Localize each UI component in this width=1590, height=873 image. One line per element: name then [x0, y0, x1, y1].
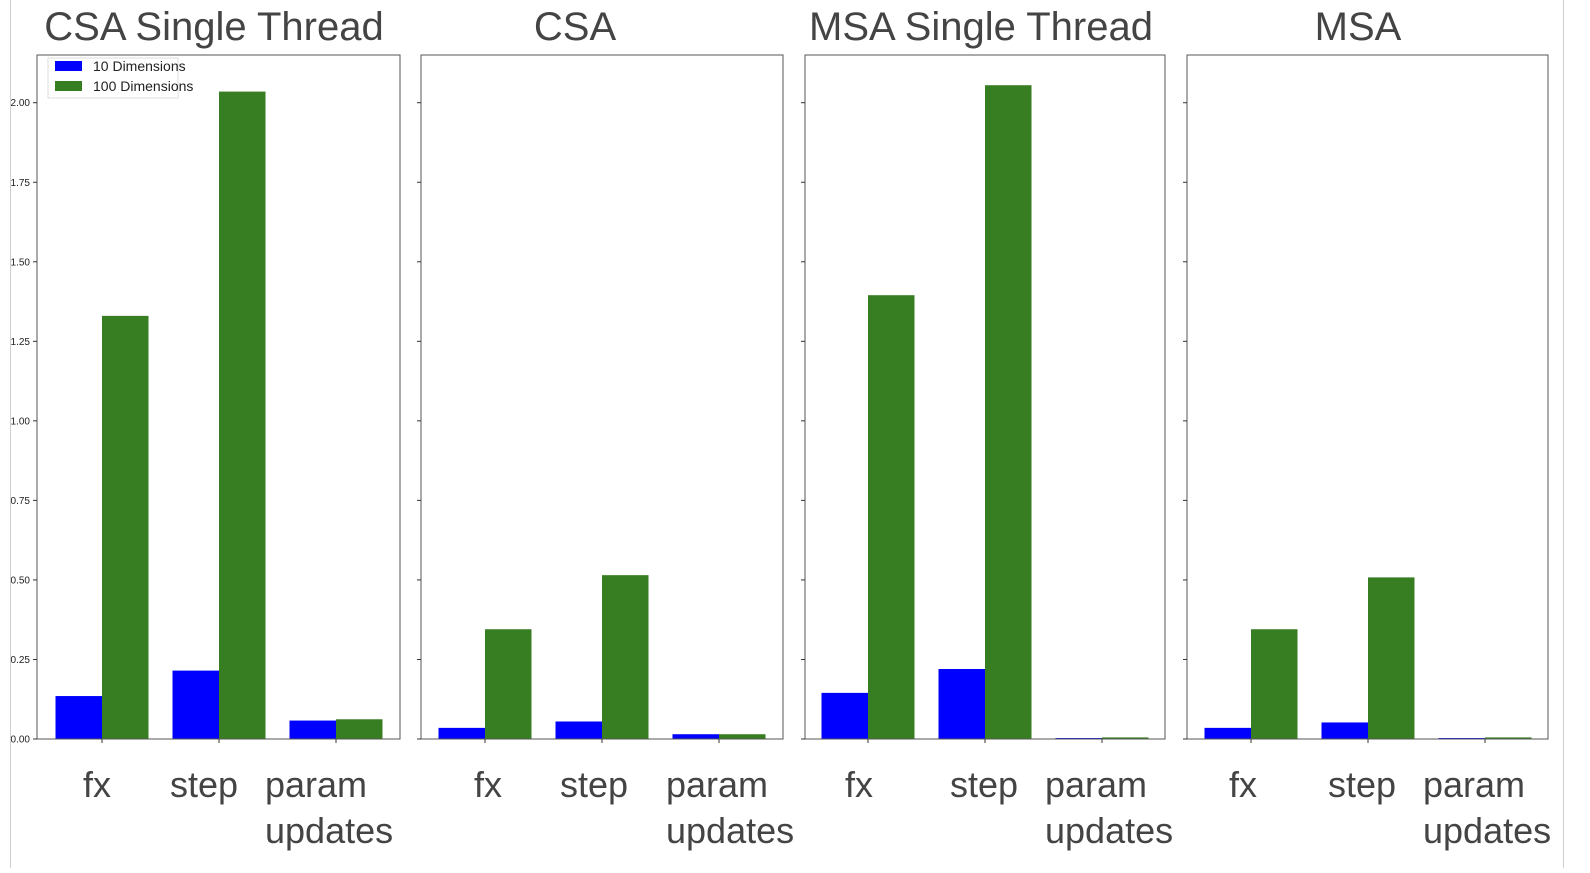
y-tick-label: 1.50 — [11, 257, 31, 268]
legend-swatch — [55, 61, 82, 71]
bar — [336, 719, 383, 739]
y-tick-label: 0.75 — [11, 496, 31, 507]
plot-frame — [36, 54, 401, 740]
x-tick-label: fx — [474, 764, 502, 805]
y-tick-label: 1.75 — [11, 178, 31, 189]
x-tick-label: step — [1328, 764, 1396, 805]
bar — [485, 629, 532, 739]
y-tick-label: 0.00 — [11, 735, 31, 746]
y-tick-label: 1.25 — [11, 337, 31, 348]
bar — [985, 85, 1032, 739]
x-tick-label: param — [1423, 764, 1525, 805]
panel-title: MSA — [1315, 5, 1402, 49]
x-tick-label: fx — [1229, 764, 1257, 805]
panel-title: CSA — [534, 5, 617, 49]
bar — [102, 315, 149, 739]
x-tick-label: updates — [1045, 810, 1173, 851]
bar — [438, 727, 485, 739]
x-tick-label: step — [170, 764, 238, 805]
plot-frame — [804, 54, 1166, 740]
x-tick-label: param — [666, 764, 768, 805]
panel-title: MSA Single Thread — [809, 5, 1153, 49]
legend-swatch — [55, 81, 82, 91]
bar — [868, 295, 915, 739]
y-tick-label: 0.50 — [11, 575, 31, 586]
y-tick-label: 2.00 — [11, 98, 31, 109]
bar — [821, 692, 868, 739]
legend-label: 10 Dimensions — [93, 58, 186, 74]
figure-border-left — [10, 0, 11, 868]
bar — [719, 734, 766, 739]
y-tick-label: 0.25 — [11, 655, 31, 666]
x-tick-label: param — [265, 764, 367, 805]
x-tick-label: fx — [845, 764, 873, 805]
bar — [1204, 727, 1251, 739]
bar — [1321, 722, 1368, 739]
plot-frame — [1186, 54, 1549, 740]
bar — [672, 734, 719, 739]
x-tick-label: fx — [83, 764, 111, 805]
bar — [1485, 737, 1532, 739]
panel-title: CSA Single Thread — [44, 5, 383, 49]
bar — [1251, 629, 1298, 739]
bar — [1368, 577, 1415, 739]
bar — [1102, 737, 1149, 739]
y-tick-label: 1.00 — [11, 416, 31, 427]
bar — [55, 696, 102, 739]
bar — [938, 669, 985, 739]
figure-border-right — [1563, 0, 1564, 868]
bar — [602, 575, 649, 739]
x-tick-label: updates — [666, 810, 794, 851]
bar — [289, 720, 336, 739]
x-tick-label: updates — [1423, 810, 1551, 851]
x-tick-label: param — [1045, 764, 1147, 805]
x-tick-label: updates — [265, 810, 393, 851]
plot-frame — [420, 54, 784, 740]
bar — [172, 670, 219, 739]
legend-label: 100 Dimensions — [93, 78, 193, 94]
bar — [219, 91, 266, 739]
x-tick-label: step — [560, 764, 628, 805]
bar — [555, 721, 602, 739]
x-tick-label: step — [950, 764, 1018, 805]
